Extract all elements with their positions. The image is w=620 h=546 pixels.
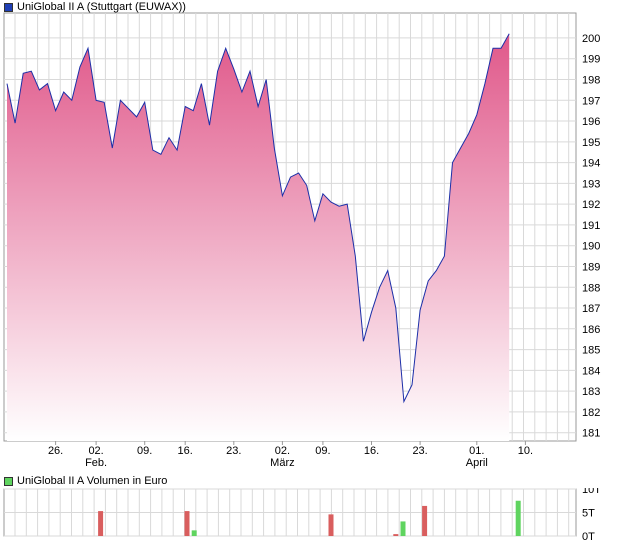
price-y-tick-label: 183 [582,386,600,398]
price-x-tick-label: 23. [226,445,241,457]
price-y-tick-label: 181 [582,428,600,440]
price-y-tick-label: 191 [582,220,600,232]
price-y-tick-label: 187 [582,303,600,315]
price-y-tick-label: 198 [582,74,600,86]
price-x-tick-label: 16. [364,445,379,457]
volume-chart: 10T 5T 0T [3,488,601,543]
volume-y-tick-label: 0T [582,531,595,543]
price-y-axis: 181 182 183 184 185 186 187 188 189 190 191 192 193 1… [582,33,600,440]
price-line [6,33,510,404]
price-y-tick-label: 196 [582,116,600,128]
price-y-tick-label: 188 [582,282,600,294]
volume-bar [422,505,428,536]
price-x-tick-label: 09. [137,445,152,457]
price-y-tick-label: 197 [582,95,600,107]
price-y-tick-label: 195 [582,137,600,149]
volume-bar [184,511,190,536]
volume-bar [191,530,197,536]
price-x-month-label: April [466,457,488,469]
price-chart: 181 182 183 184 185 186 187 188 189 190 191 192 193 1… [3,12,600,469]
price-y-tick-label: 186 [582,324,600,336]
price-x-tick-label: 10. [518,445,533,457]
price-y-tick-label: 182 [582,407,600,419]
price-y-tick-label: 189 [582,261,600,273]
volume-legend-label: UniGlobal II A Volumen in Euro [17,475,168,487]
volume-grid [3,488,577,537]
price-legend: UniGlobal II A (Stuttgart (EUWAX)) [4,0,186,14]
price-legend-swatch [4,2,13,12]
volume-y-axis: 10T 5T 0T [582,488,601,543]
volume-y-tick-label: 5T [582,508,595,520]
price-x-axis: 26. 02. 09. 16. 23. 02. 09. 16. 23. 01. 10. Feb. Mär… [48,441,533,469]
volume-bar [393,534,399,536]
price-y-tick-label: 200 [582,33,600,45]
volume-bar [98,511,104,536]
volume-legend: UniGlobal II A Volumen in Euro [4,474,167,488]
price-y-tick-label: 193 [582,178,600,190]
price-x-tick-label: 16. [178,445,193,457]
price-x-tick-label: 23. [412,445,427,457]
price-area [6,33,510,442]
price-area-fill [7,33,510,442]
volume-bar [400,521,406,536]
price-x-tick-label: 26. [48,445,63,457]
price-y-tick-label: 192 [582,199,600,211]
volume-y-tick-label: 10T [582,488,601,496]
price-y-tick-label: 185 [582,345,600,357]
price-y-tick-label: 184 [582,365,600,377]
price-x-tick-label: 02. [275,445,290,457]
volume-legend-swatch [4,476,13,486]
volume-bars [98,500,521,536]
price-y-tick-label: 190 [582,241,600,253]
price-x-tick-label: 01. [469,445,484,457]
volume-bar [515,500,521,536]
price-x-tick-label: 09. [315,445,330,457]
price-x-month-label: März [270,457,294,469]
price-x-tick-label: 02. [88,445,103,457]
price-y-tick-label: 194 [582,158,600,170]
price-y-tick-label: 199 [582,54,600,66]
volume-bar [328,514,334,536]
price-x-month-label: Feb. [85,457,107,469]
price-legend-label: UniGlobal II A (Stuttgart (EUWAX)) [17,1,186,13]
